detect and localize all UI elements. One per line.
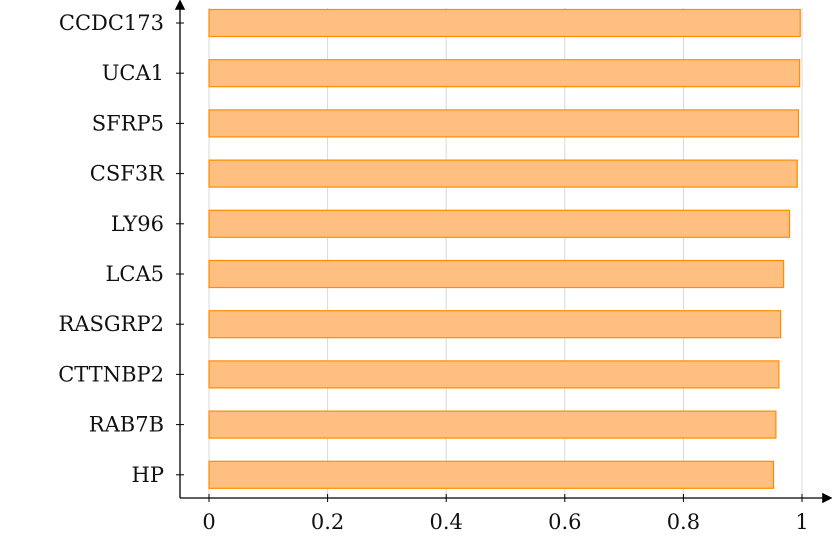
x-tick-label: 0 [202,510,215,534]
bar-sfrp5 [208,109,800,138]
category-label: RASGRP2 [59,312,164,336]
category-label: CSF3R [90,162,165,186]
bar-csf3r [208,159,798,188]
category-label: SFRP5 [92,111,164,135]
category-label: RAB7B [89,413,164,437]
bar-hp [208,460,775,489]
category-label: LCA5 [105,262,164,286]
axes [174,0,832,504]
bar-lca5 [208,259,785,289]
bar-uca1 [208,59,801,88]
x-tick-label: 0.6 [548,510,581,534]
x-tick-label: 1 [795,510,808,534]
category-label: CTTNBP2 [58,362,164,386]
category-labels: CCDC173 UCA1 SFRP5 CSF3R LY96 LCA5 RASGRP2 CTTN… [58,11,165,487]
x-tick-label: 0.2 [311,510,344,534]
bar-rab7b [208,410,777,439]
bar-rasgrp2 [208,310,782,339]
bar-ccdc173 [208,8,801,38]
category-label: UCA1 [102,61,164,85]
bar-ly96 [208,209,791,238]
category-label: LY96 [111,212,164,236]
x-tick-label: 0.8 [667,510,700,534]
bars [208,8,801,489]
x-tick-labels: 0 0.2 0.4 0.6 0.8 1 [202,510,808,534]
bar-cttnbp2 [208,360,780,389]
category-label: CCDC173 [59,11,164,35]
category-label: HP [132,463,164,487]
x-tick-label: 0.4 [429,510,462,534]
